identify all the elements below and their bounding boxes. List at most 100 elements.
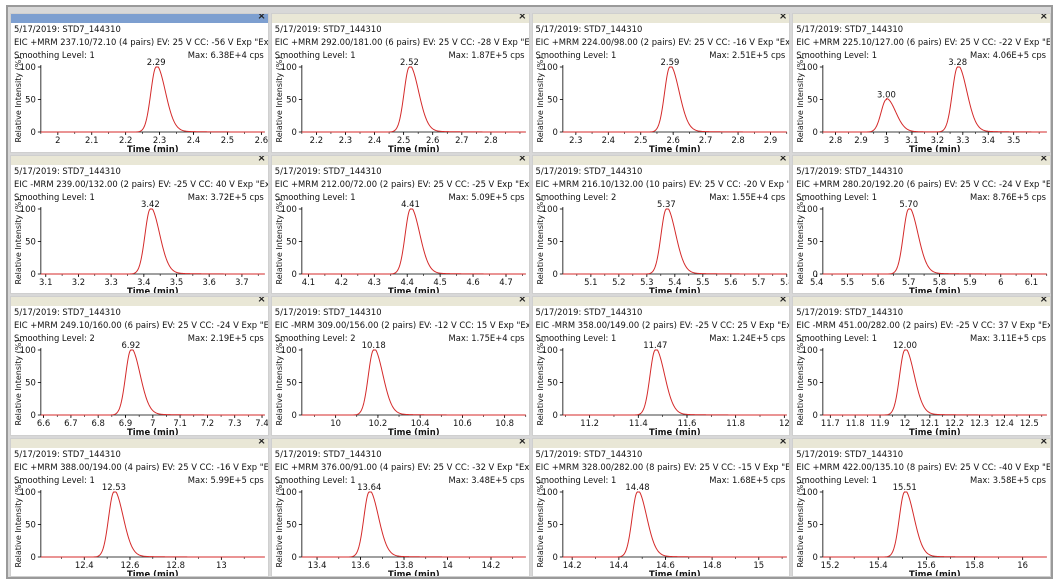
x-tick-label: 4.3 [367,276,380,286]
panel-titlebar[interactable]: × [271,13,529,23]
panel-titlebar[interactable]: × [271,296,529,306]
panel-titlebar[interactable]: × [793,297,1050,306]
x-tick-label: 12.8 [166,559,185,569]
close-icon[interactable]: × [778,296,788,305]
close-icon[interactable]: × [257,437,266,447]
x-tick-label: 5.5 [696,276,709,286]
panel-titlebar[interactable]: × [11,154,268,165]
x-tick-label: 6.7 [64,418,77,428]
chromatogram-panel[interactable]: × 5/17/2019: STD7_144310 EIC +MRM 237.10/7… [10,13,269,153]
y-axis-title: Relative Intensity (%) [796,340,805,426]
x-tick-label: 2.5 [397,135,410,145]
peak-rt-label: 3.42 [141,198,160,208]
y-tick-label: 50 [807,236,818,246]
close-icon[interactable]: × [518,437,527,447]
y-tick-label: 100 [20,203,36,213]
panel-titlebar[interactable]: × [532,437,790,448]
x-tick-label: 2.2 [119,135,132,145]
x-tick-label: 14.6 [656,559,675,569]
x-tick-label: 12 [900,418,911,428]
close-icon[interactable]: × [1039,154,1048,164]
chromatogram-trace [40,208,265,274]
close-icon[interactable]: × [1039,296,1048,305]
panel-titlebar[interactable]: × [532,13,790,23]
panel-titlebar[interactable]: × [271,154,529,165]
sample-date-label: 5/17/2019: STD7_144310 [796,307,904,317]
peak-apex [668,66,671,68]
peak-rt-label: 15.51 [893,481,917,491]
chromatogram-panel[interactable]: × 5/17/2019: STD7_144310 EIC +MRM 376.00/9… [270,437,530,577]
x-axis-title: Time (min) [649,285,701,294]
max-intensity: Max: 5.99E+5 cps [187,474,264,485]
close-icon[interactable]: × [778,154,788,164]
x-axis-title: Time (min) [909,144,961,153]
chromatogram-panel[interactable]: × 5/17/2019: STD7_144310 EIC +MRM 212.00/7… [270,154,530,294]
chromatogram-plot: 0 50 100 13.4 13.6 13.8 14 14.2 Time (min) Relati… [275,481,526,577]
smoothing-level: Smoothing Level: 1 [796,474,878,485]
smoothing-level: Smoothing Level: 2 [274,333,356,343]
chromatogram-panel[interactable]: × 5/17/2019: STD7_144310 EIC +MRM 388.00/1… [10,437,269,577]
chromatogram-panel[interactable]: × 5/17/2019: STD7_144310 EIC +MRM 280.20/1… [792,154,1051,294]
max-intensity: Max: 3.72E+5 cps [187,191,264,202]
x-axis-title: Time (min) [388,568,440,577]
close-icon[interactable]: × [518,296,527,305]
max-intensity: Max: 3.58E+5 cps [969,474,1046,485]
smoothing-level: Smoothing Level: 1 [796,333,878,343]
peak-apex [957,66,959,68]
chromatogram-panel[interactable]: × 5/17/2019: STD7_144310 EIC +MRM 225.10/1… [792,13,1051,153]
chromatogram-panel[interactable]: × 5/17/2019: STD7_144310 EIC -MRM 451.00/2… [792,296,1051,436]
x-tick-label: 12.2 [946,418,965,428]
y-tick-label: 50 [25,519,36,529]
chromatogram-window: × 5/17/2019: STD7_144310 EIC +MRM 237.10/7… [6,5,1053,579]
x-tick-label: 5.7 [752,276,765,286]
close-icon[interactable]: × [257,13,266,22]
x-tick-label: 2.2 [309,135,322,145]
chromatogram-panel[interactable]: × 5/17/2019: STD7_144310 EIC +MRM 249.10/1… [10,296,269,436]
panel-titlebar[interactable]: × [793,14,1050,23]
x-tick-label: 13.6 [351,559,370,569]
close-icon[interactable]: × [257,296,266,305]
panel-titlebar[interactable]: × [532,154,790,165]
max-intensity: Max: 8.76E+5 cps [969,191,1046,202]
y-tick-label: 100 [20,486,36,496]
panel-titlebar[interactable]: × [11,297,268,306]
panel-titlebar[interactable]: × [11,437,268,448]
chromatogram-panel[interactable]: × 5/17/2019: STD7_144310 EIC -MRM 309.00/1… [270,296,530,436]
x-tick-label: 2.8 [731,135,744,145]
close-icon[interactable]: × [1039,437,1048,447]
close-icon[interactable]: × [778,13,788,22]
close-icon[interactable]: × [257,154,266,164]
x-tick-label: 7.4 [255,418,267,428]
x-tick-label: 4.7 [499,276,512,286]
panel-titlebar[interactable]: × [793,437,1050,448]
chromatogram-panel[interactable]: × 5/17/2019: STD7_144310 EIC +MRM 422.00/1… [792,437,1051,577]
chromatogram-panel[interactable]: × 5/17/2019: STD7_144310 EIC +MRM 224.00/9… [531,13,791,153]
chromatogram-panel[interactable]: × 5/17/2019: STD7_144310 EIC +MRM 216.10/1… [531,154,791,294]
eic-description: EIC +MRM 216.10/132.00 (10 pairs) EV: 25… [535,178,791,189]
close-icon[interactable]: × [1039,13,1048,22]
panel-titlebar[interactable]: × [11,14,268,23]
close-icon[interactable]: × [518,13,527,22]
peak-rt-label: 12.00 [893,340,917,350]
y-axis-title: Relative Intensity (%) [796,481,805,567]
chromatogram-panel[interactable]: × 5/17/2019: STD7_144310 EIC -MRM 358.00/1… [531,296,791,436]
y-tick-label: 50 [286,377,297,387]
chromatogram-panel[interactable]: × 5/17/2019: STD7_144310 EIC +MRM 292.00/1… [270,13,530,153]
x-tick-label: 2.3 [339,135,352,145]
peak-rt-label: 5.70 [900,198,919,208]
close-icon[interactable]: × [778,437,788,447]
x-tick-label: 5.6 [872,276,885,286]
y-axis-title: Relative Intensity (%) [275,57,284,143]
x-tick-label: 11.9 [871,418,890,428]
panel-titlebar[interactable]: × [532,296,790,306]
panel-titlebar[interactable]: × [793,154,1050,165]
chromatogram-plot: 0 50 100 2.8 2.9 3 3.1 3.2 3.3 3.4 3.5 Time (min) Re… [796,57,1048,153]
chromatogram-panel[interactable]: × 5/17/2019: STD7_144310 EIC +MRM 328.00/2… [531,437,791,577]
chromatogram-panel[interactable]: × 5/17/2019: STD7_144310 EIC -MRM 239.00/1… [10,154,269,294]
sample-date-label: 5/17/2019: STD7_144310 [535,307,643,317]
sample-date-label: 5/17/2019: STD7_144310 [535,448,643,459]
panel-titlebar[interactable]: × [271,437,529,448]
chromatogram-plot: 0 50 100 2 2.1 2.2 2.3 2.4 2.5 2.6 Time (min) Relat… [14,57,268,152]
x-axis-title: Time (min) [127,427,179,436]
close-icon[interactable]: × [518,154,527,164]
